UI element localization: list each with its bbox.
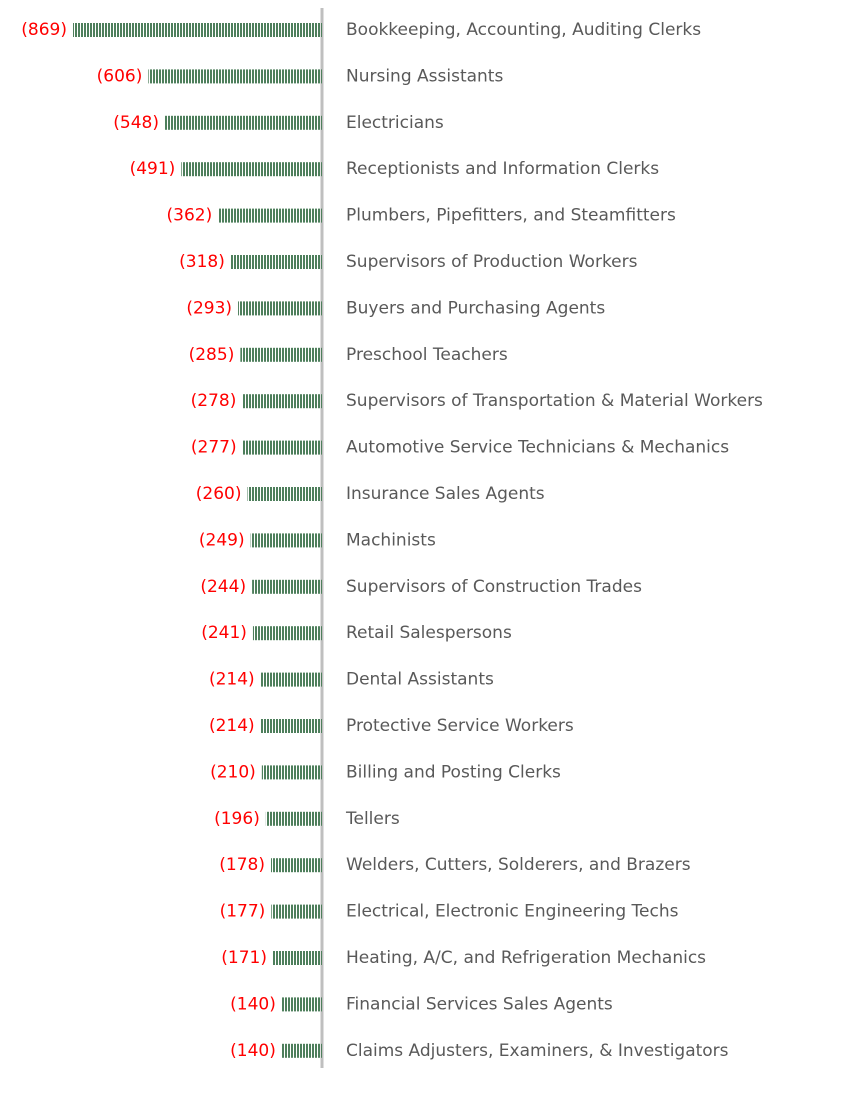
category-label: Supervisors of Transportation & Material… <box>346 391 763 411</box>
bar <box>242 394 322 409</box>
data-label: (293) <box>186 298 232 318</box>
category-label: Protective Service Workers <box>346 716 574 736</box>
data-label: (260) <box>196 484 242 504</box>
bar <box>281 1043 322 1058</box>
bar <box>218 208 322 223</box>
category-label: Dental Assistants <box>346 670 494 690</box>
category-label: Electricians <box>346 113 444 133</box>
data-label: (606) <box>97 66 143 86</box>
bar <box>247 487 322 501</box>
bar <box>270 858 322 873</box>
data-label: (249) <box>199 530 245 550</box>
category-label: Receptionists and Information Clerks <box>346 159 659 179</box>
bar <box>240 347 322 362</box>
category-label: Nursing Assistants <box>346 66 503 86</box>
category-label: Machinists <box>346 530 436 550</box>
category-label: Financial Services Sales Agents <box>346 994 613 1014</box>
bar <box>261 765 322 780</box>
data-label: (171) <box>221 948 267 968</box>
data-label: (196) <box>214 809 260 829</box>
bar <box>250 533 322 548</box>
data-label: (278) <box>191 391 237 411</box>
data-label: (177) <box>220 902 266 922</box>
category-label: Buyers and Purchasing Agents <box>346 298 605 318</box>
bar <box>242 440 322 455</box>
bar <box>238 301 322 316</box>
data-label: (285) <box>189 345 235 365</box>
data-label: (178) <box>219 855 265 875</box>
data-label: (214) <box>209 716 255 736</box>
data-label: (214) <box>209 670 255 690</box>
category-label: Supervisors of Production Workers <box>346 252 638 272</box>
data-label: (362) <box>167 206 213 226</box>
bar <box>260 672 322 687</box>
bar <box>181 162 322 177</box>
data-label: (548) <box>113 113 159 133</box>
category-label: Welders, Cutters, Solderers, and Brazers <box>346 855 691 875</box>
category-label: Heating, A/C, and Refrigeration Mechanic… <box>346 948 706 968</box>
bar <box>273 951 322 965</box>
category-label: Claims Adjusters, Examiners, & Investiga… <box>346 1041 729 1061</box>
bar <box>73 23 322 37</box>
bar <box>148 69 322 84</box>
bar <box>230 255 322 269</box>
bar <box>252 579 322 594</box>
data-label: (491) <box>130 159 176 179</box>
data-label: (244) <box>200 577 246 597</box>
category-label: Tellers <box>345 809 400 829</box>
bar <box>265 811 322 826</box>
data-label: (140) <box>230 994 276 1014</box>
bar <box>252 626 322 641</box>
data-label: (318) <box>179 252 225 272</box>
data-label: (140) <box>230 1041 276 1061</box>
category-label: Electrical, Electronic Engineering Techs <box>346 902 679 922</box>
data-label: (210) <box>210 762 256 782</box>
bar <box>164 115 322 130</box>
category-label: Automotive Service Technicians & Mechani… <box>346 438 729 458</box>
bar <box>271 904 322 919</box>
category-label: Plumbers, Pipefitters, and Steamfitters <box>346 206 676 226</box>
data-label: (277) <box>191 438 237 458</box>
category-label: Billing and Posting Clerks <box>346 762 561 782</box>
bar <box>260 719 322 733</box>
category-label: Preschool Teachers <box>346 345 508 365</box>
data-label: (241) <box>201 623 247 643</box>
category-label: Insurance Sales Agents <box>346 484 545 504</box>
data-label: (869) <box>21 20 67 40</box>
category-label: Bookkeeping, Accounting, Auditing Clerks <box>346 20 701 40</box>
category-label: Supervisors of Construction Trades <box>346 577 642 597</box>
bar <box>281 997 322 1012</box>
category-label: Retail Salespersons <box>346 623 512 643</box>
